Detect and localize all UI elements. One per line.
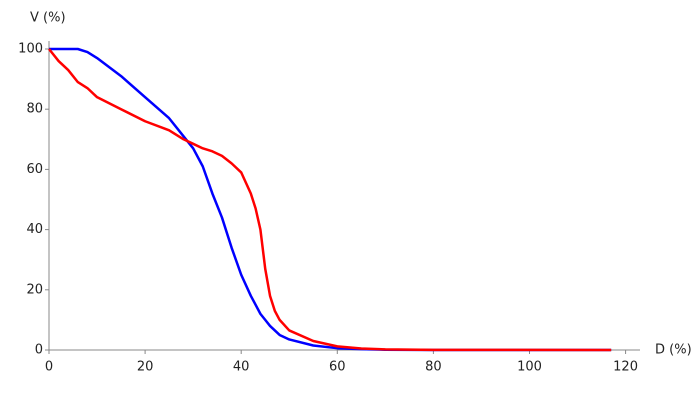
x-tick-label: 80 <box>425 360 442 375</box>
y-tick-label: 100 <box>18 42 43 57</box>
series-line <box>48 48 612 352</box>
x-tick-label: 20 <box>137 360 154 375</box>
y-tick-label: 40 <box>26 222 43 237</box>
y-tick-label: 60 <box>26 162 43 177</box>
x-tick-label: 100 <box>517 360 542 375</box>
x-tick-label: 40 <box>233 360 250 375</box>
x-tick-label: 60 <box>329 360 346 375</box>
x-tick-label: 0 <box>45 360 53 375</box>
x-tick-label: 120 <box>613 360 638 375</box>
y-tick-label: 0 <box>35 343 43 358</box>
y-tick-label: 20 <box>26 282 43 297</box>
series-line <box>49 47 612 352</box>
x-axis-label: D (%) <box>655 343 692 358</box>
y-tick-label: 80 <box>26 102 43 117</box>
y-axis-label: V (%) <box>30 11 66 26</box>
